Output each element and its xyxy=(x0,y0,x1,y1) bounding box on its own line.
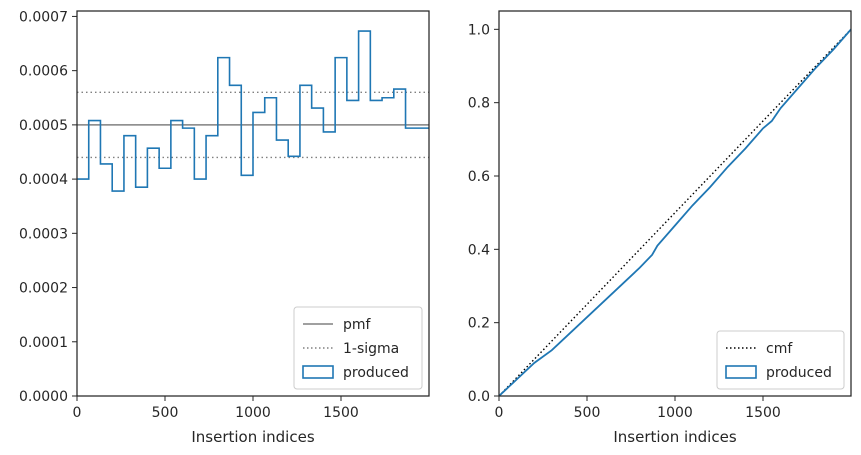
legend-box xyxy=(716,330,845,390)
legend: pmf 1-sigma produced xyxy=(293,306,423,390)
legend-label: 1-sigma xyxy=(343,341,399,357)
x-tick-label: 1000 xyxy=(657,405,693,421)
plot-data-group xyxy=(77,30,429,192)
y-tick-label: 0.0000 xyxy=(19,389,68,405)
x-axis-label: Insertion indices xyxy=(613,428,736,446)
x-tick-label: 1000 xyxy=(235,405,271,421)
y-tick-label: 0.0004 xyxy=(19,172,68,188)
x-tick-label: 500 xyxy=(152,405,179,421)
legend-label: produced xyxy=(766,365,832,381)
x-tick-label: 0 xyxy=(495,405,504,421)
x-tick-label: 0 xyxy=(73,405,82,421)
y-tick-label: 0.0001 xyxy=(19,335,68,351)
x-tick-label: 1500 xyxy=(323,405,359,421)
y-tick-label: 0.0006 xyxy=(19,64,68,80)
pmf-histogram-panel: 0 500 1000 1500 0.0000 0.0001 0.0002 0.0003 0.00… xyxy=(19,9,430,446)
legend-swatch xyxy=(302,365,334,379)
y-tick-label: 0.8 xyxy=(468,96,490,112)
y-tick-label: 0.0005 xyxy=(19,118,68,134)
legend-swatch xyxy=(725,365,757,379)
x-tick-label: 500 xyxy=(574,405,601,421)
legend-label: produced xyxy=(343,365,409,381)
legend-label: cmf xyxy=(766,341,793,357)
cmf-line xyxy=(499,28,851,396)
y-tick-label: 0.4 xyxy=(468,242,490,258)
y-tick-label: 0.6 xyxy=(468,169,490,185)
y-tick-label: 0.2 xyxy=(468,316,490,332)
cmf-panel: 0 500 1000 1500 0.0 0.2 0.4 0.6 0.8 1.0 Insertion … xyxy=(468,10,852,446)
produced-histogram-step xyxy=(77,30,429,192)
legend-label: pmf xyxy=(343,317,372,333)
x-axis-label: Insertion indices xyxy=(191,428,314,446)
y-tick-label: 0.0002 xyxy=(19,281,68,297)
legend: cmf produced xyxy=(716,330,845,390)
legend-box xyxy=(293,306,423,390)
y-tick-label: 0.0 xyxy=(468,389,490,405)
x-tick-label: 1500 xyxy=(745,405,781,421)
y-tick-label: 0.0007 xyxy=(19,9,68,25)
y-tick-label: 1.0 xyxy=(468,22,490,38)
y-tick-label: 0.0003 xyxy=(19,226,68,242)
